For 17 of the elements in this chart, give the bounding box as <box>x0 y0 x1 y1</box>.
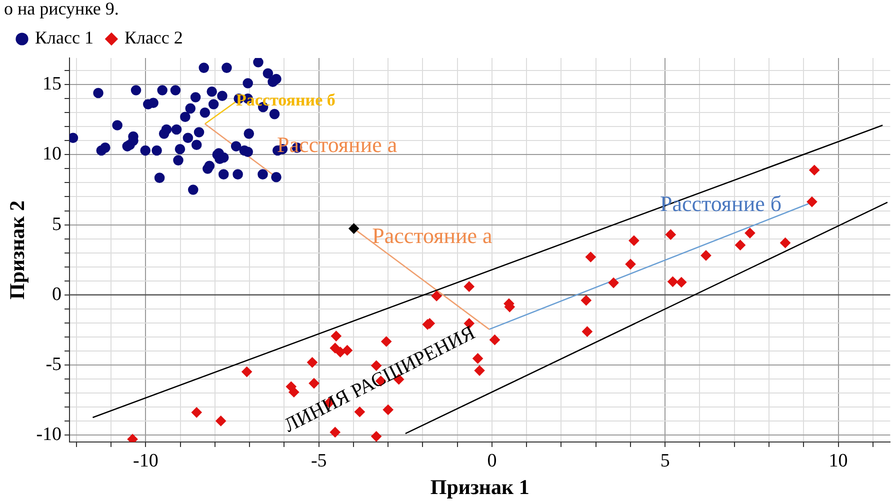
text: о на рисунке 9. <box>4 0 119 19</box>
legend-label: Класс 1 <box>35 28 94 48</box>
x-tick-label: 5 <box>660 450 670 472</box>
legend-label: Класс 2 <box>124 28 183 48</box>
y-tick-label: 5 <box>52 214 62 235</box>
x-tick-label: -5 <box>310 450 327 472</box>
x-tick-label: 0 <box>487 450 497 472</box>
y-tick-label: 10 <box>42 144 62 165</box>
y-tick-label: 0 <box>52 284 62 305</box>
x-tick-label: 10 <box>828 450 848 472</box>
y-tick-label: 15 <box>42 74 62 95</box>
x-axis-title: Признак 1 <box>430 474 530 499</box>
x-tick-label: -10 <box>133 450 158 472</box>
y-tick-label: -10 <box>36 424 62 445</box>
y-axis-title: Признак 2 <box>5 200 30 300</box>
annotation: Расстояние а <box>372 223 493 248</box>
y-tick-label: -5 <box>46 354 62 375</box>
